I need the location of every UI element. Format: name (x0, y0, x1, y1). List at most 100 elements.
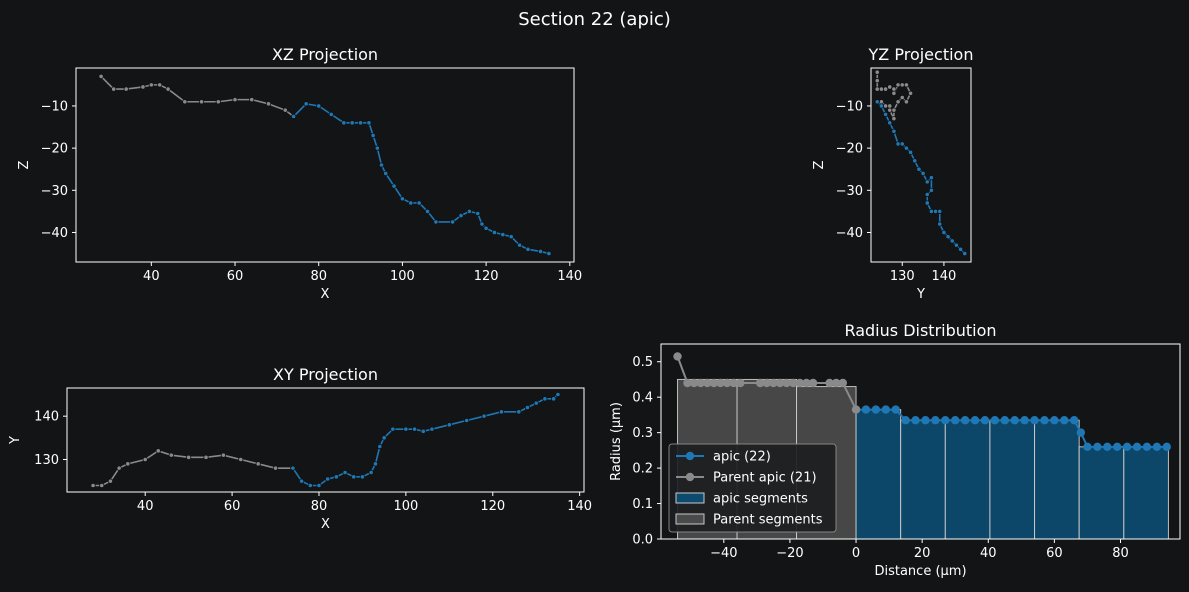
parent-point (736, 378, 745, 388)
y-tick-label: −20 (836, 142, 863, 157)
y-tick-label: 0.1 (632, 497, 653, 512)
legend-label: Parent apic (21) (713, 471, 817, 486)
current-point (481, 413, 487, 419)
current-point (891, 405, 900, 414)
figure-title: Section 22 (apic) (518, 9, 671, 30)
x-tick-label: 140 (557, 269, 582, 284)
current-point (937, 208, 943, 214)
parent-point (899, 82, 905, 88)
parent-point (673, 352, 682, 361)
current-point (941, 416, 950, 425)
current-point (903, 145, 910, 151)
parent-point (220, 452, 227, 458)
parent-point (198, 99, 205, 105)
current-point (1093, 442, 1102, 452)
yz-projection-panel: 130 140 −10 −20 −30 −40 YZ Projection Y Z (812, 45, 973, 302)
current-point (464, 417, 470, 424)
xy-y-axis-label: Y (8, 436, 23, 445)
current-point (500, 231, 506, 238)
current-point (911, 416, 920, 425)
current-point (920, 170, 926, 177)
parent-point (282, 107, 288, 113)
current-point (508, 234, 514, 240)
parent-point (808, 378, 818, 388)
apic-segment-bar-9 (1123, 446, 1169, 540)
current-point (491, 229, 498, 236)
current-point (970, 416, 980, 425)
current-point (383, 170, 389, 177)
current-point (533, 400, 539, 406)
current-point (349, 120, 355, 126)
parent-point (165, 86, 171, 92)
parent-point (903, 99, 910, 105)
parent-point (140, 84, 146, 90)
x-tick-label: 60 (227, 269, 244, 284)
y-tick-label: −40 (41, 226, 68, 241)
parent-point (895, 99, 901, 105)
x-tick-label: 40 (980, 546, 997, 561)
current-point (537, 248, 544, 255)
parent-point (125, 461, 131, 467)
current-point (931, 416, 940, 425)
current-point (399, 196, 406, 202)
radius-y-axis-label: Radius (µm) (609, 402, 624, 481)
legend-marker-swatch (685, 451, 695, 461)
parent-point (709, 378, 719, 388)
parent-point (90, 482, 96, 489)
legend-marker-swatch (685, 472, 695, 482)
current-point (342, 469, 348, 476)
parent-point (123, 86, 129, 92)
y-tick-label: −40 (836, 226, 863, 241)
parent-point (722, 378, 732, 388)
current-point (381, 435, 387, 441)
y-tick-label: 0.2 (632, 462, 653, 477)
legend-label: Parent segments (713, 513, 823, 528)
parent-point (832, 378, 841, 388)
xy-projection-panel: 40 60 80 100 120 140 130 140 XY Projection X Y (8, 365, 592, 532)
parent-point (825, 378, 834, 388)
current-point (411, 426, 418, 432)
yz-title: YZ Projection (868, 45, 974, 64)
current-point (377, 443, 383, 450)
x-tick-label: 40 (137, 499, 154, 514)
current-point (366, 120, 372, 126)
x-tick-label: 140 (567, 499, 592, 514)
parent-point (157, 82, 163, 88)
parent-point (203, 454, 209, 460)
current-point (924, 179, 930, 185)
parent-series-line (93, 449, 293, 487)
parent-point (891, 107, 897, 113)
current-point (957, 246, 964, 252)
legend-patch-swatch (675, 492, 705, 504)
parent-point (215, 99, 221, 105)
yz-y-axis-label: Z (812, 160, 827, 169)
apic-segment-bar-6 (989, 419, 1036, 540)
current-point (1142, 442, 1152, 452)
parent-point (696, 378, 705, 388)
current-point (550, 396, 557, 402)
current-point (928, 187, 935, 193)
parent-point (891, 116, 897, 122)
x-tick-label: 120 (480, 499, 505, 514)
parent-point (789, 378, 798, 388)
parent-point (689, 378, 699, 388)
current-point (498, 409, 505, 415)
x-tick-label: 140 (932, 269, 957, 284)
current-point (516, 242, 523, 248)
current-point (1020, 416, 1029, 425)
parent-point (272, 465, 279, 471)
y-tick-label: 0.0 (632, 533, 653, 548)
parent-point (874, 69, 880, 75)
parent-series-line (100, 75, 295, 118)
parent-point (99, 482, 105, 489)
apic-segment-bar-4 (900, 419, 946, 540)
current-point (525, 246, 531, 252)
parent-point (716, 378, 725, 388)
parent-point (729, 378, 738, 388)
current-point (1000, 416, 1009, 425)
parent-point (186, 454, 192, 460)
apic-segment-bar-7 (1034, 419, 1080, 540)
current-point (555, 391, 561, 398)
current-point (1132, 442, 1142, 452)
current-point (546, 250, 552, 257)
